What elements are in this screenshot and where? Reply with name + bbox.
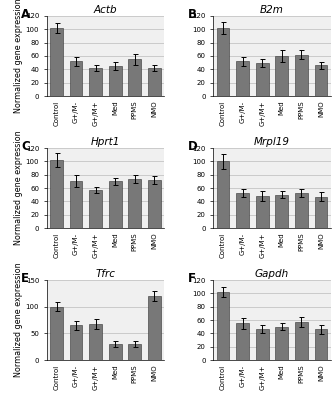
Text: F: F bbox=[187, 272, 195, 285]
Bar bbox=[276, 327, 288, 360]
Bar bbox=[109, 344, 122, 360]
Bar bbox=[148, 68, 161, 96]
Bar bbox=[295, 193, 308, 228]
Bar bbox=[217, 292, 229, 360]
Y-axis label: Normalized gene expression: Normalized gene expression bbox=[14, 263, 23, 377]
Text: C: C bbox=[21, 140, 30, 153]
Bar bbox=[148, 296, 161, 360]
Title: Mrpl19: Mrpl19 bbox=[254, 137, 290, 147]
Bar bbox=[256, 196, 269, 228]
Bar bbox=[148, 180, 161, 228]
Bar bbox=[276, 195, 288, 228]
Bar bbox=[256, 63, 269, 96]
Bar bbox=[236, 193, 249, 228]
Bar bbox=[109, 66, 122, 96]
Bar bbox=[128, 179, 141, 228]
Bar bbox=[70, 325, 82, 360]
Text: B: B bbox=[187, 8, 196, 21]
Text: E: E bbox=[21, 272, 29, 285]
Bar bbox=[50, 160, 63, 228]
Bar bbox=[70, 181, 82, 228]
Bar bbox=[128, 59, 141, 96]
Bar bbox=[70, 61, 82, 96]
Bar bbox=[109, 181, 122, 228]
Text: A: A bbox=[21, 8, 30, 21]
Bar bbox=[315, 329, 327, 360]
Bar bbox=[276, 56, 288, 96]
Bar bbox=[295, 322, 308, 360]
Bar bbox=[89, 324, 102, 360]
Title: Gapdh: Gapdh bbox=[255, 269, 289, 279]
Bar bbox=[217, 161, 229, 228]
Y-axis label: Normalized gene expression: Normalized gene expression bbox=[14, 131, 23, 245]
Bar bbox=[236, 323, 249, 360]
Title: Actb: Actb bbox=[94, 5, 117, 15]
Bar bbox=[50, 307, 63, 360]
Bar bbox=[256, 329, 269, 360]
Bar bbox=[50, 28, 63, 96]
Title: Hprt1: Hprt1 bbox=[91, 137, 120, 147]
Bar bbox=[295, 55, 308, 96]
Title: Tfrc: Tfrc bbox=[96, 269, 116, 279]
Bar bbox=[315, 197, 327, 228]
Bar bbox=[128, 344, 141, 360]
Bar bbox=[236, 61, 249, 96]
Bar bbox=[217, 28, 229, 96]
Y-axis label: Normalized gene expression: Normalized gene expression bbox=[14, 0, 23, 113]
Title: B2m: B2m bbox=[260, 5, 284, 15]
Text: D: D bbox=[187, 140, 197, 153]
Bar bbox=[315, 65, 327, 96]
Bar bbox=[89, 68, 102, 96]
Bar bbox=[89, 190, 102, 228]
